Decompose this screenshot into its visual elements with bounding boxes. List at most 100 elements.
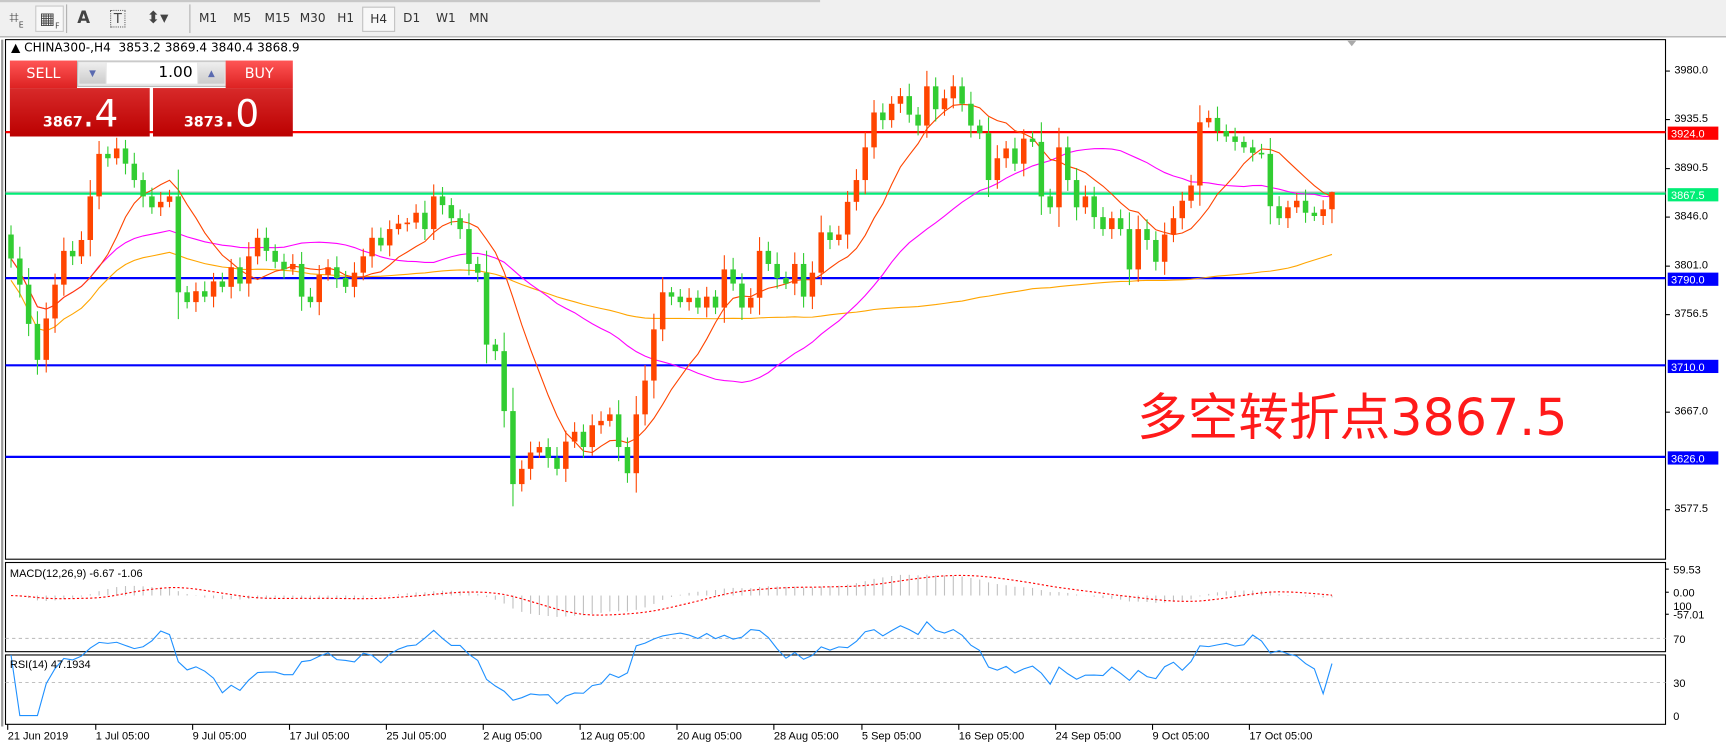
bull-candle [395,223,402,230]
buy-button[interactable]: BUY [225,60,293,89]
resistance-price-label: 3924.0 [1671,129,1705,141]
bull-candle [52,284,58,319]
bull-candle [563,441,569,469]
bull-candle [1320,209,1326,217]
sell-price-fraction: .4 [82,92,119,137]
timeframe-mn[interactable]: MN [469,11,489,26]
buy-price-main: 3873 [183,114,224,131]
bear-candle [932,86,939,110]
bull-candle [96,153,102,197]
bull-candle [254,237,261,257]
time-axis-label: 24 Sep 05:00 [1056,731,1121,743]
f-letter: F [55,22,60,31]
timeframe-m1[interactable]: M1 [198,11,218,26]
bear-candle [1117,218,1124,230]
bear-candle [959,86,965,104]
bear-candle [668,292,675,297]
bear-candle [140,180,146,197]
bull-candle [756,250,763,298]
bull-candle [193,291,199,303]
rsi-tick-label: 30 [1673,678,1685,690]
bear-candle [1241,141,1247,148]
bear-candle [201,291,208,297]
bear-candle [774,263,780,279]
chart-properties-e-icon[interactable]: ⌗E [9,7,24,30]
bull-candle [950,86,957,99]
bull-candle [61,250,67,285]
bull-candle [924,86,930,126]
bull-candle [888,103,895,121]
bull-candle [994,158,1001,181]
ma-mid-line [10,148,1332,383]
timeframe-m5[interactable]: M5 [233,11,252,26]
lot-size-stepper[interactable]: ▼ 1.00 ▲ [77,60,228,87]
time-axis-label: 1 Jul 05:00 [96,731,150,743]
bear-candle [827,232,833,240]
time-axis-label: 12 Aug 05:00 [580,731,645,743]
bear-candle [307,296,314,303]
bear-candle [906,96,913,115]
support-price-tag [1667,272,1719,286]
toolbar-separator [66,4,68,34]
pivot-annotation: 多空转折点3867.5 [1137,387,1568,447]
bear-candle [25,284,32,324]
price-tick-label: 3667.0 [1674,405,1708,417]
rsi-line [10,621,1333,717]
bull-candle [1188,185,1194,201]
sell-button[interactable]: SELL [9,60,78,89]
price-tick-label: 3577.5 [1674,503,1708,515]
bull-candle [836,234,842,240]
bull-candle [1020,138,1027,164]
timeframe-d1[interactable]: D1 [403,11,421,26]
bear-candle [1126,229,1133,270]
bear-candle [466,229,472,264]
time-axis-label: 5 Sep 05:00 [862,731,921,743]
symbol-header: ▲ CHINA300-,H4 3853.2 3869.4 3840.4 3868… [11,40,300,56]
text-a-letter: A [77,7,91,28]
lot-increase-button[interactable]: ▲ [198,62,225,84]
text-label-t-icon[interactable]: T [105,6,131,30]
timeframe-h4[interactable]: H4 [362,6,396,32]
lot-decrease-button[interactable]: ▼ [79,62,106,84]
bear-candle [298,263,305,297]
bear-candle [1258,152,1265,155]
bear-candle [510,411,516,485]
arrows-dropdown-icon[interactable]: ⬍▾ [146,7,169,28]
bear-candle [1223,131,1230,137]
pivot-price-label: 3867.5 [1671,190,1705,202]
bull-candle [166,196,173,202]
bull-candle [747,297,754,308]
bear-candle [615,414,622,448]
bull-candle [113,148,120,159]
timeframe-h1[interactable]: H1 [337,11,355,26]
bull-candle [360,256,367,273]
bull-candle [642,380,648,415]
period-separators-f-icon[interactable]: ▦F [35,5,64,32]
macd-tick-label: 0.00 [1673,588,1694,600]
bull-candle [1293,200,1300,208]
bull-candle [686,297,692,303]
bull-candle [413,212,419,223]
sell-price-button[interactable]: 3867 .4 [9,88,150,137]
bull-candle [430,196,437,230]
bear-candle [184,292,190,303]
bull-candle [598,420,604,426]
rsi-tick-label: 70 [1673,634,1685,646]
text-a-icon[interactable]: A [70,6,96,30]
toolbar-top-border [0,0,821,3]
timeframe-m15[interactable]: M15 [264,11,291,26]
bull-candle [369,237,375,257]
bear-candle [17,258,23,285]
bear-candle [1029,138,1036,142]
buy-price-button[interactable]: 3873 .0 [153,88,293,137]
timeframe-w1[interactable]: W1 [435,11,456,26]
bear-candle [1214,117,1221,132]
bear-candle [1249,147,1256,153]
support-price-label: 3626.0 [1671,453,1705,465]
bear-candle [765,250,772,264]
bear-candle [175,196,182,293]
lot-size-input[interactable]: 1.00 [106,62,198,84]
bear-candle [1302,200,1309,213]
bear-candle [219,281,226,287]
timeframe-m30[interactable]: M30 [299,11,326,26]
